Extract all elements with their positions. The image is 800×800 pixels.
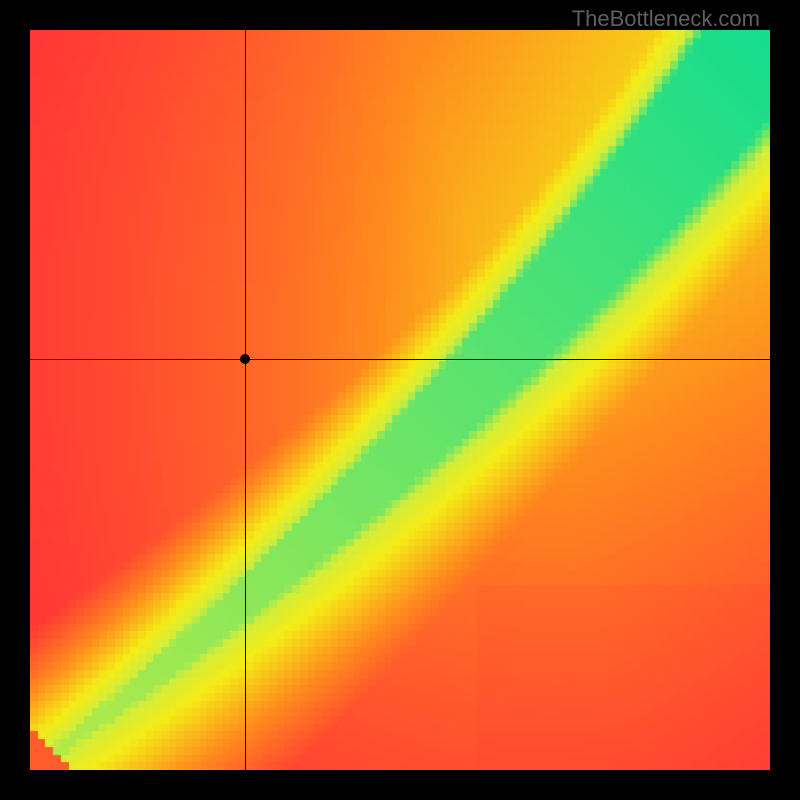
crosshair-horizontal [30,359,770,360]
heatmap-canvas [30,30,770,770]
crosshair-marker-dot [240,354,250,364]
heatmap-plot-area [30,30,770,770]
watermark-text: TheBottleneck.com [572,6,760,32]
chart-container: TheBottleneck.com [0,0,800,800]
crosshair-vertical [245,30,246,770]
